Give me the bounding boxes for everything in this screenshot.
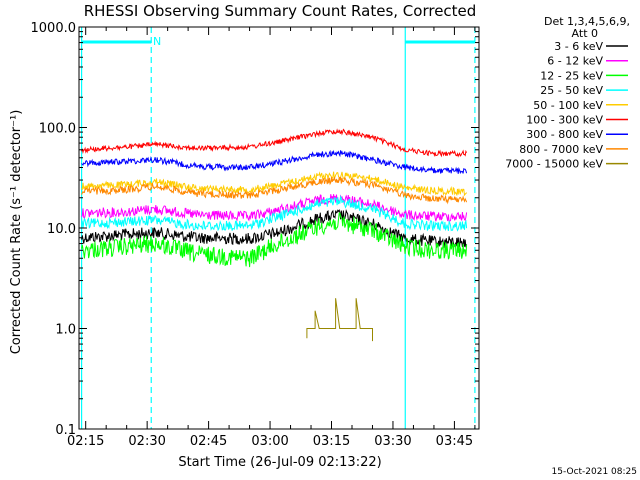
vertical-markers	[80, 27, 476, 429]
y-axis-label: Corrected Count Rate (s⁻¹ detector⁻¹)	[9, 110, 24, 355]
night-flag-label: N	[153, 35, 161, 48]
legend-label: 300 - 800 keV	[526, 128, 603, 141]
legend-header-line-1: Det 1,3,4,5,6,9,	[544, 15, 630, 28]
legend-label: 3 - 6 keV	[554, 40, 603, 53]
series-line	[81, 212, 468, 268]
series-line	[81, 149, 468, 175]
legend-label: 7000 - 15000 keV	[505, 158, 603, 171]
series-line	[306, 298, 373, 342]
legend-label: 50 - 100 keV	[533, 99, 603, 112]
x-tick-label: 03:00	[251, 434, 288, 449]
legend: Det 1,3,4,5,6,9, Att 0 3 - 6 keV 6 - 12 k…	[505, 15, 630, 171]
plot-frame	[78, 26, 480, 430]
x-tick-labels: 02:15 02:30 02:45 03:00 03:15 03:30 03:45	[67, 434, 473, 449]
series-line	[81, 208, 468, 249]
chart-title: RHESSI Observing Summary Count Rates, Co…	[84, 2, 477, 20]
series-line	[81, 176, 468, 205]
series-line	[81, 194, 468, 223]
series-lines	[81, 128, 468, 342]
x-tick-label: 02:30	[128, 434, 165, 449]
legend-label: 800 - 7000 keV	[519, 143, 603, 156]
y-tick-labels: 0.1 1.0 10.0 100.0 1000.0	[31, 21, 77, 438]
axes	[78, 26, 480, 430]
series-line	[81, 128, 468, 158]
y-tick-label: 0.1	[55, 423, 76, 438]
legend-label: 25 - 50 keV	[540, 84, 603, 97]
x-tick-label: 02:15	[67, 434, 104, 449]
y-tick-label: 100.0	[39, 122, 76, 137]
y-tick-label: 1.0	[55, 323, 76, 338]
y-tick-label: 10.0	[47, 222, 76, 237]
x-tick-label: 03:30	[374, 434, 411, 449]
series-line	[81, 195, 468, 232]
legend-label: 100 - 300 keV	[526, 114, 603, 127]
legend-label: 6 - 12 keV	[547, 55, 603, 68]
y-tick-label: 1000.0	[31, 21, 77, 36]
timestamp: 15-Oct-2021 08:25	[552, 467, 637, 477]
legend-header-line-2: Att 0	[572, 27, 598, 40]
legend-label: 12 - 25 keV	[540, 69, 603, 82]
x-tick-label: 03:45	[436, 434, 473, 449]
x-axis-label: Start Time (26-Jul-09 02:13:22)	[178, 455, 381, 470]
x-tick-label: 02:45	[190, 434, 227, 449]
x-tick-label: 03:15	[313, 434, 350, 449]
